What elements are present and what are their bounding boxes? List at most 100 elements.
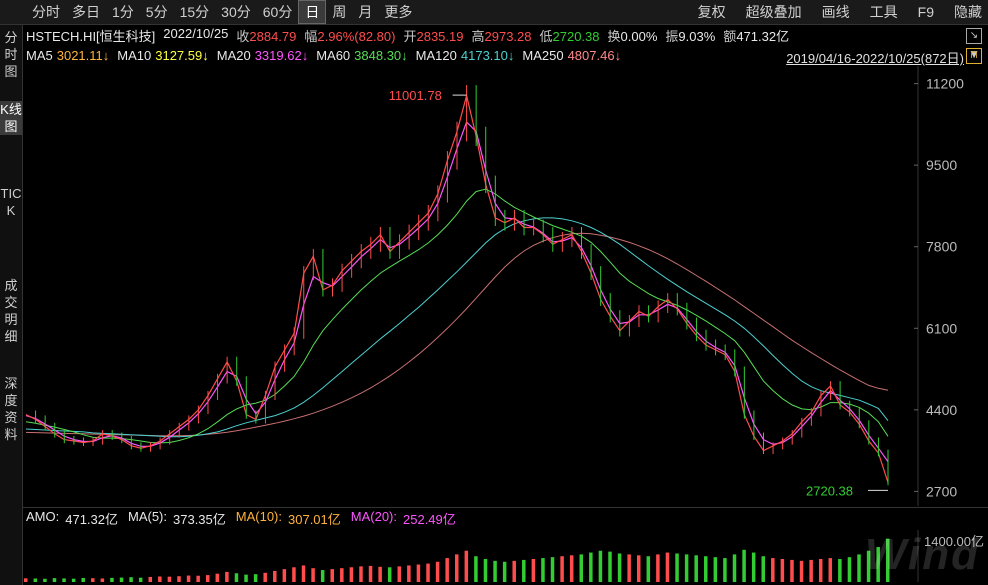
volume-bar [186,575,191,582]
volume-bar [349,567,354,582]
ma-label: MA250 [522,48,564,63]
ma-label: MA20 [216,48,251,63]
open-label: 开 [403,29,417,44]
volume-bar [416,564,421,582]
low-field: 低2720.38 [540,26,600,46]
ma-label: MA5 [26,48,53,63]
volume-bar [665,552,670,582]
period-tab-2[interactable]: 1分 [112,4,134,20]
volume-bar [704,556,708,582]
toolbar-button-0[interactable]: 复权 [697,4,726,20]
volume-bar [598,550,603,582]
amo-ma5-label: MA(5): [128,509,167,524]
period-tab-5[interactable]: 30分 [221,4,251,20]
toolbar-button-4[interactable]: F9 [917,4,934,20]
high-field: 高2973.28 [471,26,531,46]
volume-bar [483,559,488,582]
volume-bar [646,556,651,582]
volume-bar [866,550,871,582]
panel-divider [22,507,988,508]
volume-bar [589,552,593,582]
volume-bar [244,574,248,582]
volume-bar [541,558,545,582]
y-tick-label: 6100 [926,320,957,336]
volume-bar [809,559,813,582]
volume-bar [675,553,679,582]
series-ma250 [25,232,889,437]
sidebar-item-3[interactable]: 成交明细 [4,278,18,344]
y-tick-label: 7800 [926,239,957,255]
period-tab-8[interactable]: 周 [332,4,347,20]
amount-value: 471.32亿 [736,29,790,44]
volume-bar [119,577,124,582]
volume-bar [550,557,555,582]
ma-item-4: MA120 4173.10↓ [416,48,515,66]
volume-bar [320,570,325,582]
ma-item-0: MA5 3021.11↓ [26,48,109,66]
sidebar-item-2[interactable]: TICK [0,186,22,218]
high-value: 2973.28 [484,29,532,44]
period-tab-3[interactable]: 5分 [145,4,168,20]
volume-bar [512,560,516,582]
ma-value: 3021.11↓ [56,48,110,63]
ma-item-5: MA250 4807.46↓ [522,48,621,66]
volume-bar [608,551,612,582]
ma-value: 3319.62↓ [254,48,309,63]
sidebar-item-0[interactable]: 分时图 [4,30,18,79]
lock-icon[interactable]: ⊓ [966,48,982,64]
volume-bar [426,563,430,582]
ma-item-2: MA20 3319.62↓ [217,48,308,66]
sidebar-item-1[interactable]: K线图 [0,101,22,135]
volume-bar [799,560,804,582]
amo-ma5-value: 373.35亿 [173,512,226,527]
period-tab-9[interactable]: 月 [358,4,373,20]
period-tabs: 分时 多日 1分 5分 15分 30分 60分日周月更多 [0,0,418,24]
period-tab-10[interactable]: 更多 [384,4,413,20]
ma-legend: MA5 3021.11↓ MA10 3127.59↓ MA20 3319.62↓ MA60 3… [26,48,621,66]
date-range[interactable]: 2019/04/16-2022/10/25(872日) [786,51,964,66]
volume-bar [464,550,469,582]
period-tab-4[interactable]: 15分 [179,4,210,20]
ma-value: 3127.59↓ [155,48,209,63]
volume-bar [474,556,478,582]
volume-bar [311,568,315,582]
dropdown-arrow-icon[interactable]: ▼ [968,47,980,61]
volume-bar [273,570,277,582]
volume-bar [876,547,880,582]
volume-bar [129,577,133,582]
period-tab-0[interactable]: 分时 [32,4,60,20]
volume-bar [225,571,229,582]
quote-date: 2022/10/25 [163,26,229,41]
toolbar-button-3[interactable]: 工具 [869,4,898,20]
volume-bar [493,560,497,582]
volume-bar [359,566,363,582]
volume-bar [857,554,861,582]
series-ma60 [25,188,889,444]
period-tab-6[interactable]: 60分 [262,4,293,20]
period-tab-1[interactable]: 多日 [72,4,100,20]
ma-value: 4173.10↓ [460,48,515,63]
amplitude-label: 振 [665,29,679,44]
toolbar-button-2[interactable]: 画线 [821,4,850,20]
expand-icon[interactable]: ↘ [966,28,982,44]
volume-bar [196,575,200,582]
volume-chart[interactable]: 1400.00亿 [0,530,988,582]
volume-bar [771,558,775,582]
volume-bar [445,558,449,582]
toolbar-button-1[interactable]: 超级叠加 [745,4,802,20]
sidebar-item-4[interactable]: 深度资料 [4,376,18,442]
period-tab-7[interactable]: 日 [298,0,327,24]
price-chart[interactable]: 2700 4400 6100 7800 9500 11200 11001.78 2720.38 [0,66,988,506]
volume-bar [263,572,267,582]
volume-bar [761,556,765,582]
amo-ma20-value: 252.49亿 [403,512,456,527]
amplitude-field: 振9.03% [665,26,715,46]
volume-bar [81,577,85,582]
change-value: 2.96%(82.80) [317,29,396,44]
volume-bar [100,578,105,582]
volume-bar [397,566,402,582]
toolbar-button-5[interactable]: 隐藏 [954,4,982,20]
y-tick-label: 9500 [926,157,957,173]
volume-bar [62,578,66,582]
volume-bar [847,557,852,582]
